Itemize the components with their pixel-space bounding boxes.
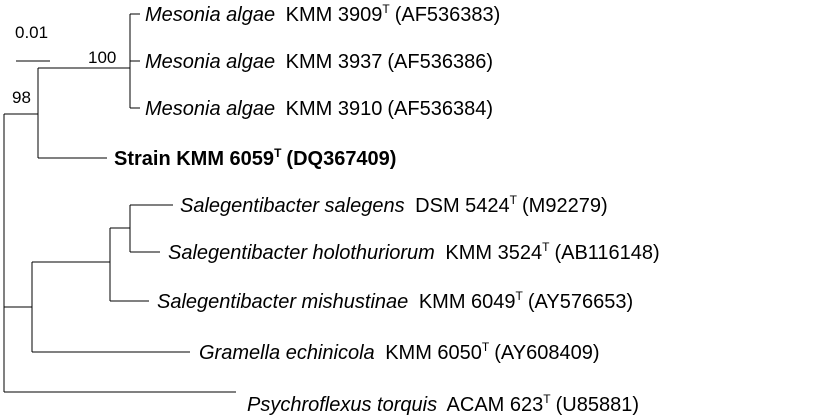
strain-id: KMM 6049 [419, 291, 516, 313]
leaf-label: Gramella echinicola KMM 6050T (AY608409) [199, 340, 600, 364]
accession-number: (AY576653) [528, 291, 633, 313]
type-strain-marker: T [516, 289, 524, 303]
accession-number: (U85881) [556, 394, 639, 416]
accession-number: (M92279) [522, 195, 608, 217]
tree-branches [3, 13, 236, 393]
strain-id: DSM 5424 [415, 195, 510, 217]
taxon-name: Gramella echinicola [199, 342, 375, 364]
strain-id: KMM 3524 [445, 242, 542, 264]
strain-id: KMM 6050 [385, 342, 482, 364]
leaf-label: Mesonia algae KMM 3910 (AF536384) [145, 98, 493, 120]
type-strain-marker: T [543, 392, 551, 406]
strain-id: Strain KMM 6059 [114, 148, 274, 170]
strain-id: KMM 3910 [286, 98, 383, 120]
taxon-name: Salegentibacter holothuriorum [168, 242, 435, 264]
taxon-name: Mesonia algae [145, 98, 275, 120]
accession-number: (DQ367409) [286, 148, 396, 170]
taxon-name: Mesonia algae [145, 51, 275, 73]
strain-id: KMM 3909 [286, 4, 383, 26]
type-strain-marker: T [274, 146, 282, 160]
type-strain-marker: T [542, 240, 550, 254]
taxon-name: Salegentibacter mishustinae [157, 291, 408, 313]
leaf-labels: Mesonia algae KMM 3909T (AF536383) Mesoni… [114, 2, 660, 416]
accession-number: (AF536384) [387, 98, 493, 120]
type-strain-marker: T [382, 2, 390, 16]
taxon-name: Mesonia algae [145, 4, 275, 26]
type-strain-marker: T [510, 193, 518, 207]
accession-number: (AF536383) [395, 4, 501, 26]
bootstrap-value-mesonia: 100 [88, 48, 116, 67]
leaf-label: Salegentibacter holothuriorum KMM 3524T (… [168, 240, 660, 264]
accession-number: (AY608409) [494, 342, 599, 364]
strain-id: ACAM 623 [447, 394, 544, 416]
leaf-label-focus-strain: Strain KMM 6059T (DQ367409) [114, 146, 396, 170]
leaf-label: Salegentibacter salegens DSM 5424T (M9227… [180, 193, 608, 217]
taxon-name: Salegentibacter salegens [180, 195, 405, 217]
taxon-name: Psychroflexus torquis [247, 394, 437, 416]
scale-bar-group: 0.01 [15, 23, 50, 62]
scale-bar-label: 0.01 [15, 23, 48, 42]
strain-id: KMM 3937 [286, 51, 383, 73]
leaf-label: Mesonia algae KMM 3937 (AF536386) [145, 51, 493, 73]
leaf-label: Salegentibacter mishustinae KMM 6049T (AY… [157, 289, 633, 313]
bootstrap-value-mesonia-strain: 98 [12, 88, 31, 107]
leaf-label: Mesonia algae KMM 3909T (AF536383) [145, 2, 500, 26]
type-strain-marker: T [482, 340, 490, 354]
leaf-label: Psychroflexus torquis ACAM 623T (U85881) [247, 392, 639, 416]
accession-number: (AB116148) [554, 242, 659, 264]
accession-number: (AF536386) [387, 51, 493, 73]
